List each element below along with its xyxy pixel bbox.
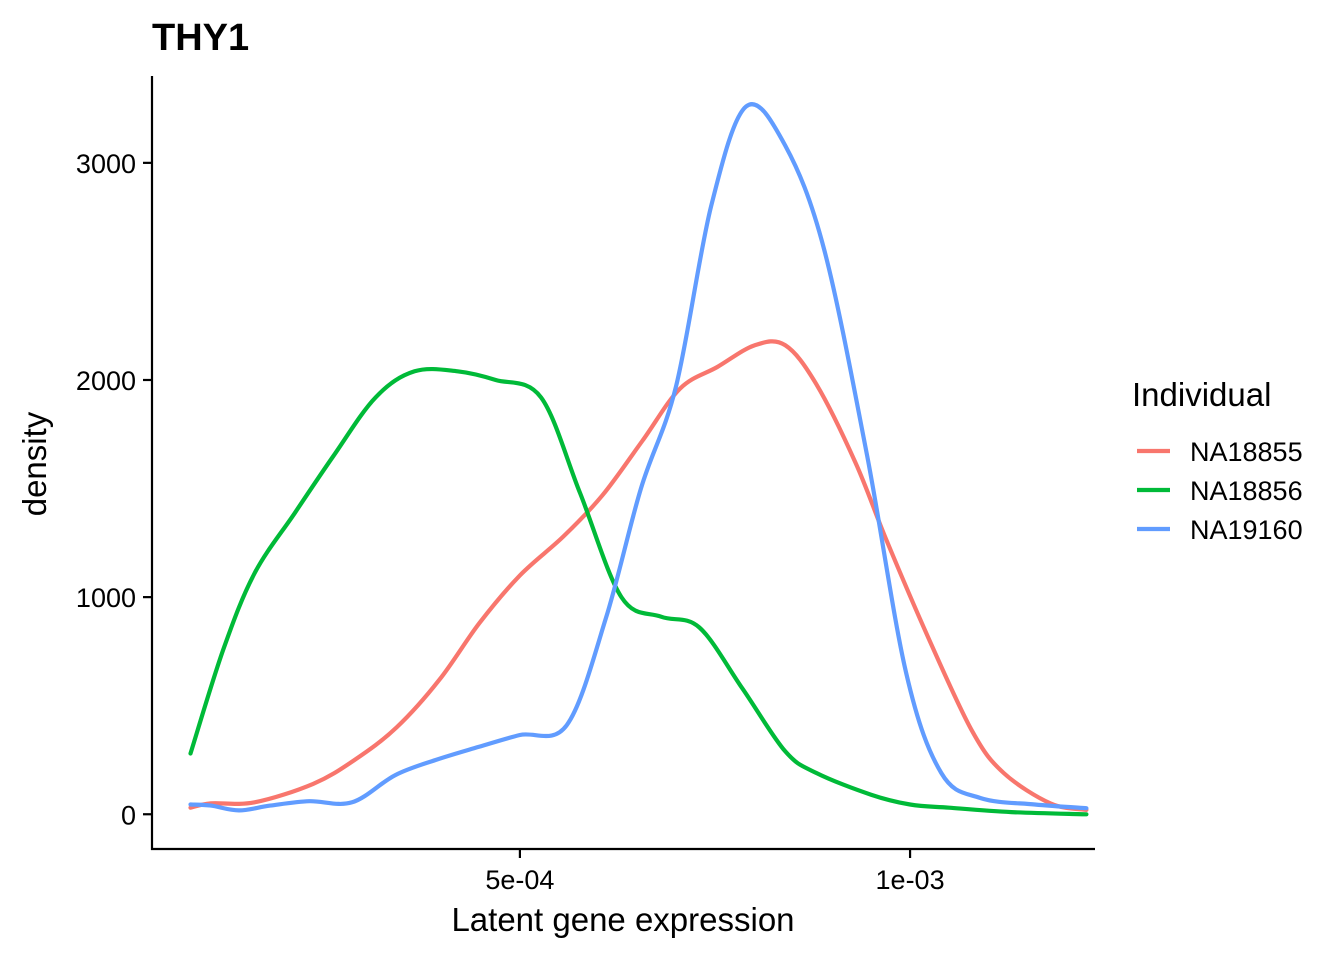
y-tick-label: 3000 [76, 149, 136, 179]
chart-title: THY1 [152, 17, 249, 59]
x-axis-title: Latent gene expression [451, 901, 794, 938]
y-tick-label: 2000 [76, 366, 136, 396]
x-tick-label: 1e-03 [876, 865, 945, 895]
series-line-na18856 [188, 366, 1089, 817]
legend-label-na18856: NA18856 [1190, 476, 1303, 506]
y-tick-label: 0 [121, 800, 136, 830]
series-line-na18855 [188, 339, 1089, 812]
series-group [188, 102, 1089, 817]
y-tick-label: 1000 [76, 583, 136, 613]
legend-title: Individual [1132, 376, 1271, 413]
series-line-na19160 [188, 102, 1089, 813]
legend-label-na18855: NA18855 [1190, 437, 1303, 467]
legend-label-na19160: NA19160 [1190, 515, 1303, 545]
plot-area: 0 1000 2000 3000 5e-04 1e-03 [76, 76, 1095, 895]
y-axis-title: density [16, 411, 53, 516]
x-tick-label: 5e-04 [485, 865, 554, 895]
legend: Individual NA18855 NA18856 NA19160 [1132, 376, 1303, 545]
legend-items: NA18855 NA18856 NA19160 [1137, 437, 1303, 545]
y-axis-ticks: 0 1000 2000 3000 [76, 149, 152, 830]
x-axis-ticks: 5e-04 1e-03 [485, 849, 945, 895]
